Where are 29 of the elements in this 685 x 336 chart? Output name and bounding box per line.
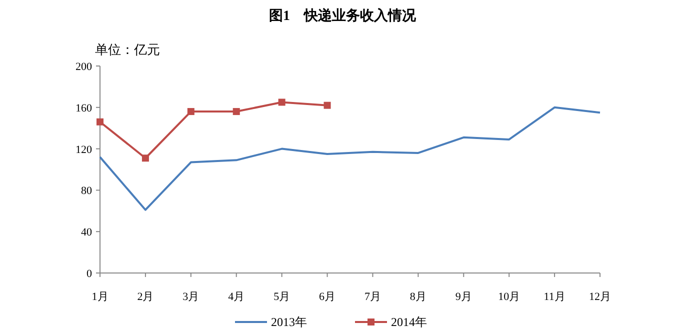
y-tick-label: 0 xyxy=(86,268,92,280)
y-axis-title: 单位：亿元 xyxy=(95,42,160,57)
x-tick-label: 12月 xyxy=(589,291,611,303)
x-tick-label: 10月 xyxy=(498,291,520,303)
y-tick-label: 160 xyxy=(76,102,92,114)
y-tick-label: 40 xyxy=(81,226,92,239)
point xyxy=(187,108,194,116)
point xyxy=(142,154,149,162)
x-tick-label: 1月 xyxy=(92,291,108,303)
y-tick-label: 80 xyxy=(81,185,92,198)
x-tick-label: 6月 xyxy=(319,291,336,303)
x-tick-label: 4月 xyxy=(228,291,245,303)
point xyxy=(278,98,286,106)
y-tick-label: 200 xyxy=(76,61,92,73)
x-tick-label: 3月 xyxy=(182,291,200,303)
point xyxy=(96,118,104,126)
x-tick-label: 7月 xyxy=(364,291,381,303)
point xyxy=(324,102,331,109)
point xyxy=(232,108,240,116)
legend-label: 2014年 xyxy=(391,315,427,329)
x-tick-label: 9月 xyxy=(455,291,472,303)
x-tick-label: 11月 xyxy=(544,291,566,303)
y-tick-label: 120 xyxy=(76,144,92,156)
line-series xyxy=(99,106,601,211)
x-tick-label: 5月 xyxy=(274,291,290,303)
chart-title: 图1 快递业务收入情况 xyxy=(269,7,417,24)
x-tick-label: 8月 xyxy=(410,291,426,303)
x-tick-label: 2月 xyxy=(137,291,154,303)
legend-label: 2013年 xyxy=(271,315,307,329)
